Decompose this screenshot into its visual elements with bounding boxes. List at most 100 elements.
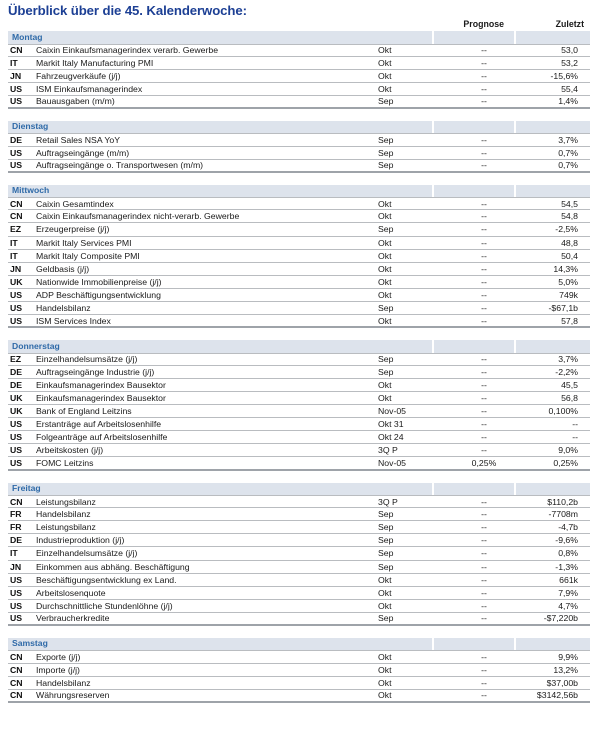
row-country-code: CN — [10, 664, 23, 675]
table-row[interactable]: DE Retail Sales NSA YoY Sep -- 3,7% — [8, 133, 590, 147]
table-row[interactable]: CN Importe (j/j) Okt -- 13,2% — [8, 664, 590, 677]
table-row[interactable]: US Handelsbilanz Sep -- -$67,1b — [8, 302, 590, 316]
row-last-value: -7708m — [548, 509, 578, 520]
table-row[interactable]: CN Leistungsbilanz 3Q P -- $110,2b — [8, 495, 590, 509]
table-row[interactable]: CN Caixin Einkaufsmanagerindex nicht-vera… — [8, 210, 590, 224]
row-country-code: US — [10, 315, 23, 326]
table-row[interactable]: US Bauausgaben (m/m) Sep -- 1,4% — [8, 96, 590, 109]
row-period: Sep — [378, 561, 394, 572]
row-event-name: Beschäftigungsentwicklung ex Land. — [36, 574, 177, 585]
row-last-value: -$7,220b — [543, 613, 578, 624]
row-period: Okt — [378, 677, 392, 688]
row-country-code: JN — [10, 263, 22, 274]
row-country-code: IT — [10, 57, 18, 68]
table-row[interactable]: US Verbraucherkredite Sep -- -$7,220b — [8, 613, 590, 626]
table-row[interactable]: IT Markit Italy Manufacturing PMI Okt -- 53,… — [8, 57, 590, 70]
day-header-gap — [514, 31, 516, 44]
row-forecast: -- — [481, 366, 487, 377]
row-event-name: Auftragseingänge Industrie (j/j) — [36, 366, 155, 377]
table-row[interactable]: UK Bank of England Leitzins Nov-05 -- 0,100% — [8, 405, 590, 419]
row-event-name: Arbeitslosenquote — [36, 587, 106, 598]
table-row[interactable]: CN Handelsbilanz Okt -- $37,00b — [8, 677, 590, 690]
table-row[interactable]: US Erstanträge auf Arbeitslosenhilfe Okt 3… — [8, 418, 590, 432]
row-event-name: Arbeitskosten (j/j) — [36, 445, 104, 456]
row-forecast: -- — [481, 509, 487, 520]
table-row[interactable]: JN Einkommen aus abhäng. Beschäftigung Sep… — [8, 561, 590, 574]
table-row[interactable]: DE Einkaufsmanagerindex Bausektor Okt -- 45,… — [8, 379, 590, 392]
row-last-value: 48,8 — [561, 237, 578, 248]
row-country-code: CN — [10, 211, 23, 222]
row-forecast: -- — [481, 315, 487, 326]
row-forecast: -- — [481, 690, 487, 701]
table-row[interactable]: IT Markit Italy Services PMI Okt -- 48,8 — [8, 237, 590, 250]
day-header-gap — [514, 120, 516, 134]
table-row[interactable]: CN Währungsreserven Okt -- $3142,56b — [8, 690, 590, 703]
table-row[interactable]: IT Markit Italy Composite PMI Okt -- 50,4 — [8, 250, 590, 263]
day-header-gap — [432, 637, 434, 651]
row-event-name: Handelsbilanz — [36, 677, 91, 688]
day-header-main-segment: Montag — [8, 31, 432, 44]
row-period: Okt 24 — [378, 432, 404, 443]
table-row[interactable]: FR Leistungsbilanz Sep -- -4,7b — [8, 521, 590, 535]
row-last-value: 0,7% — [558, 160, 578, 171]
row-event-name: Caixin Einkaufsmanagerindex verarb. Gewe… — [36, 45, 219, 56]
row-last-value: 0,8% — [558, 548, 578, 559]
table-row[interactable]: FR Handelsbilanz Sep -- -7708m — [8, 508, 590, 522]
row-country-code: DE — [10, 379, 23, 390]
table-row[interactable]: CN Caixin Gesamtindex Okt -- 54,5 — [8, 197, 590, 211]
table-row[interactable]: JN Geldbasis (j/j) Okt -- 14,3% — [8, 263, 590, 276]
table-row[interactable]: US Auftragseingänge o. Transportwesen (m/… — [8, 160, 590, 173]
table-row[interactable]: IT Einzelhandelsumsätze (j/j) Sep -- 0,8% — [8, 547, 590, 561]
row-event-name: Einkaufsmanagerindex Bausektor — [36, 379, 166, 390]
row-last-value: -$67,1b — [548, 303, 578, 314]
table-row[interactable]: US Arbeitslosenquote Okt -- 7,9% — [8, 587, 590, 600]
table-row[interactable]: US Durchschnittliche Stundenlöhne (j/j) Ok… — [8, 600, 590, 613]
table-row[interactable]: DE Auftragseingänge Industrie (j/j) Sep -- -… — [8, 366, 590, 379]
day-rows: CN Caixin Einkaufsmanagerindex verarb. Ge… — [8, 43, 590, 109]
row-forecast: -- — [481, 147, 487, 158]
row-forecast: -- — [481, 135, 487, 146]
row-event-name: Verbraucherkredite — [36, 613, 110, 624]
row-forecast: -- — [481, 276, 487, 287]
table-row[interactable]: UK Nationwide Immobilienpreise (j/j) Okt --… — [8, 276, 590, 289]
row-event-name: Erzeugerpreise (j/j) — [36, 224, 110, 235]
table-row[interactable]: EZ Einzelhandelsumsätze (j/j) Sep -- 3,7% — [8, 352, 590, 366]
day-header-gap — [514, 637, 516, 651]
row-period: Okt — [378, 393, 392, 404]
row-last-value: -- — [572, 432, 578, 443]
row-last-value: -1,3% — [555, 561, 578, 572]
day-header-main-segment: Freitag — [8, 482, 432, 496]
table-row[interactable]: US ISM Services Index Okt -- 57,8 — [8, 315, 590, 329]
table-row[interactable]: CN Exporte (j/j) Okt -- 9,9% — [8, 650, 590, 664]
row-event-name: Bauausgaben (m/m) — [36, 96, 115, 107]
table-row[interactable]: US Folgeanträge auf Arbeitslosenhilfe Okt … — [8, 431, 590, 445]
day-block: Montag Prognose Zuletzt CN Caixin Einkaufsma… — [8, 19, 590, 109]
row-period: Okt — [378, 237, 392, 248]
row-event-name: Auftragseingänge (m/m) — [36, 147, 130, 158]
row-forecast: -- — [481, 237, 487, 248]
row-last-value: 54,5 — [561, 198, 578, 209]
table-row[interactable]: EZ Erzeugerpreise (j/j) Sep -- -2,5% — [8, 223, 590, 237]
row-forecast: -- — [481, 406, 487, 417]
day-rows: EZ Einzelhandelsumsätze (j/j) Sep -- 3,7% DE A… — [8, 352, 590, 471]
table-row[interactable]: US Arbeitskosten (j/j) 3Q P -- 9,0% — [8, 444, 590, 458]
row-country-code: CN — [10, 652, 23, 663]
row-last-value: 4,7% — [558, 600, 578, 611]
row-forecast: -- — [481, 354, 487, 365]
table-row[interactable]: DE Industrieproduktion (j/j) Sep -- -9,6% — [8, 534, 590, 548]
page-title: Überblick über die 45. Kalenderwoche: — [8, 3, 247, 18]
day-header-last-segment: Zuletzt — [516, 19, 590, 44]
row-country-code: US — [10, 160, 23, 171]
table-row[interactable]: US ISM Einkaufsmanagerindex Okt -- 55,4 — [8, 83, 590, 96]
table-row[interactable]: UK Einkaufsmanagerindex Bausektor Okt -- 56,… — [8, 392, 590, 406]
day-header-last-segment — [516, 184, 590, 198]
table-row[interactable]: JN Fahrzeugverkäufe (j/j) Okt -- -15,6% — [8, 70, 590, 83]
table-row[interactable]: CN Caixin Einkaufsmanagerindex verarb. Ge… — [8, 43, 590, 57]
row-last-value: -2,2% — [555, 366, 578, 377]
table-row[interactable]: US ADP Beschäftigungsentwicklung Okt -- 749k — [8, 289, 590, 302]
row-event-name: Einkommen aus abhäng. Beschäftigung — [36, 561, 190, 572]
table-row[interactable]: US Beschäftigungsentwicklung ex Land. Okt -… — [8, 574, 590, 587]
day-header: Montag Prognose Zuletzt — [8, 19, 590, 44]
table-row[interactable]: US FOMC Leitzins Nov-05 0,25% 0,25% — [8, 457, 590, 471]
table-row[interactable]: US Auftragseingänge (m/m) Sep -- 0,7% — [8, 147, 590, 160]
